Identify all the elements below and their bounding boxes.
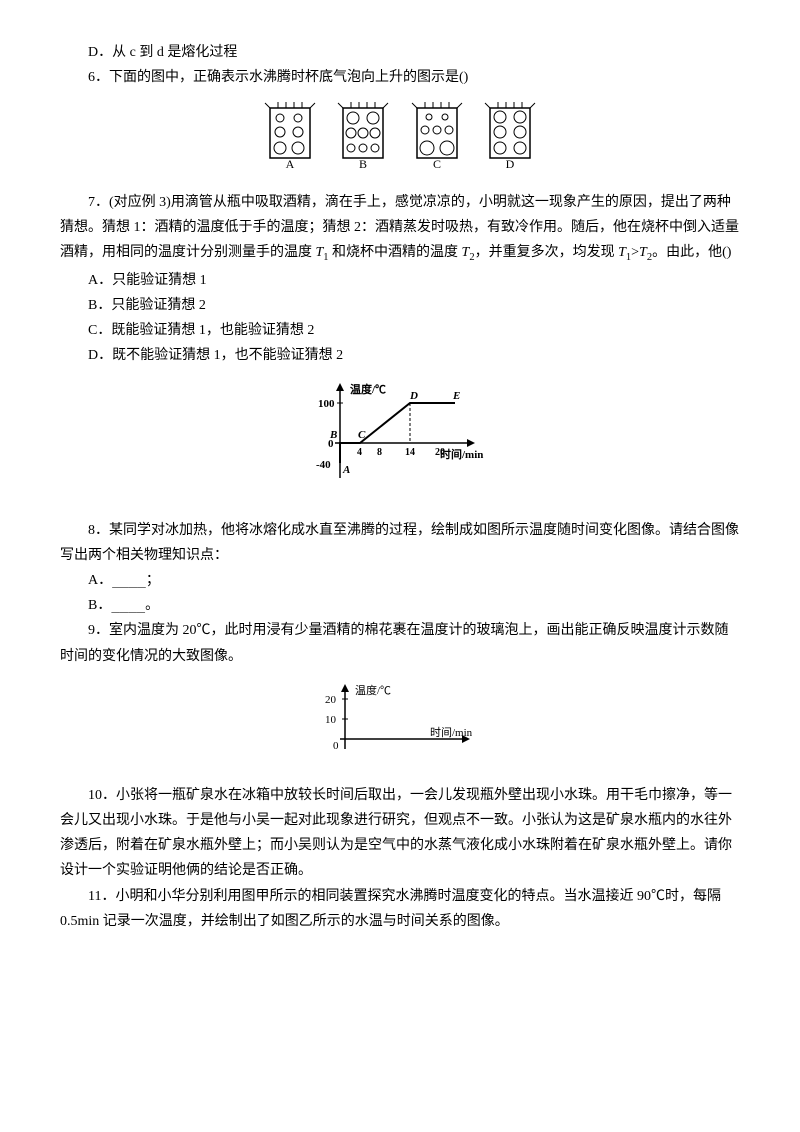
svg-text:20: 20 [435,447,445,458]
q8-option-b: B．____。 [60,593,740,618]
svg-text:C: C [358,429,366,441]
svg-text:D: D [409,390,418,402]
svg-text:4: 4 [357,447,362,458]
q7-stem: 7．(对应例 3)用滴管从瓶中吸取酒精，滴在手上，感觉凉凉的，小明就这一现象产生… [60,190,740,268]
svg-text:8: 8 [377,447,382,458]
q7-option-a: A．只能验证猜想 1 [60,268,740,293]
beaker-b-icon: B [333,100,393,170]
blank-fill[interactable]: ____ [111,597,145,613]
beaker-d-icon: D [480,100,540,170]
svg-text:A: A [342,464,350,476]
q8-graph: 温度/℃ 时间/min 100 0 -40 4 8 14 20 A B C D … [60,383,740,502]
q9-stem: 9．室内温度为 20℃，此时用浸有少量酒精的棉花裹在温度计的玻璃泡上，画出能正确… [60,618,740,668]
svg-text:14: 14 [405,447,415,458]
svg-text:C: C [433,157,441,170]
q8-stem: 8．某同学对冰加热，他将冰熔化成水直至沸腾的过程，绘制成如图所示温度随时间变化图… [60,518,740,568]
beaker-c-icon: C [407,100,467,170]
svg-text:B: B [329,429,337,441]
svg-text:-40: -40 [316,459,331,471]
svg-text:E: E [452,390,460,402]
svg-text:D: D [506,157,515,170]
blank-fill[interactable]: ____ [112,572,146,588]
svg-text:20: 20 [325,694,337,706]
svg-text:温度/℃: 温度/℃ [355,684,391,697]
q7-option-d: D．既不能验证猜想 1，也不能验证猜想 2 [60,343,740,368]
q8-option-a: A．____； [60,568,740,593]
q10-stem: 10．小张将一瓶矿泉水在冰箱中放较长时间后取出，一会儿发现瓶外壁出现小水珠。用干… [60,783,740,884]
svg-text:100: 100 [318,398,335,410]
q7-option-c: C．既能验证猜想 1，也能验证猜想 2 [60,318,740,343]
svg-text:A: A [285,157,294,170]
svg-text:0: 0 [333,740,339,752]
svg-text:时间/min: 时间/min [430,726,473,739]
q9-graph: 温度/℃ 时间/min 20 10 0 [60,684,740,768]
empty-graph-icon: 温度/℃ 时间/min 20 10 0 [315,684,485,759]
q7-option-b: B．只能验证猜想 2 [60,293,740,318]
q6-stem: 6．下面的图中，正确表示水沸腾时杯底气泡向上升的图示是() [60,65,740,90]
beaker-a-icon: A [260,100,320,170]
q6-figure-row: A B C D [60,100,740,179]
svg-text:温度/℃: 温度/℃ [350,383,386,396]
svg-text:10: 10 [325,714,337,726]
q11-stem: 11．小明和小华分别利用图甲所示的相同装置探究水沸腾时温度变化的特点。当水温接近… [60,884,740,934]
svg-text:时间/min: 时间/min [440,447,483,461]
temp-time-graph-icon: 温度/℃ 时间/min 100 0 -40 4 8 14 20 A B C D … [310,383,490,493]
q5-option-d: D．从 c 到 d 是熔化过程 [60,40,740,65]
svg-text:B: B [359,157,367,170]
